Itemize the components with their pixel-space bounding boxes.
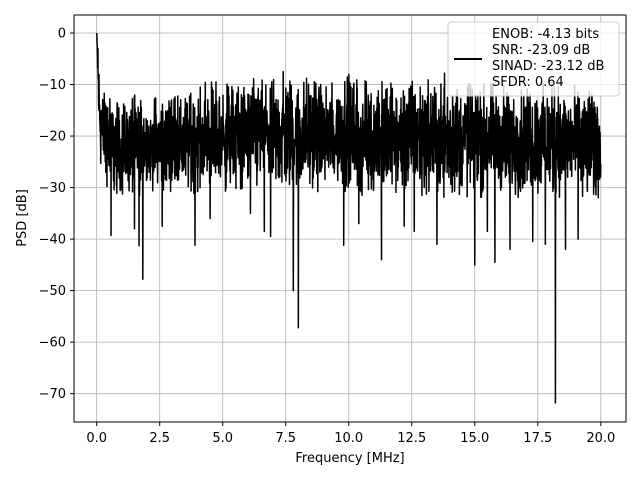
y-tick-label: −50 xyxy=(39,284,66,299)
x-tick-label: 10.0 xyxy=(334,431,363,446)
y-tick-label: −40 xyxy=(39,233,66,248)
legend-box xyxy=(447,21,620,97)
y-axis-label: PSD [dB] xyxy=(15,189,30,247)
legend-text-line: ENOB: -4.13 bits xyxy=(492,27,599,42)
legend-text-line: SNR: -23.09 dB xyxy=(492,43,590,58)
x-tick-label: 2.5 xyxy=(149,431,170,446)
x-tick-label: 12.5 xyxy=(397,431,426,446)
y-tick-label: −30 xyxy=(39,181,66,196)
x-tick-label: 20.0 xyxy=(586,431,615,446)
x-tick-label: 17.5 xyxy=(523,431,552,446)
plot-area xyxy=(95,32,602,404)
x-tick-label: 15.0 xyxy=(460,431,489,446)
y-axis-ticks: 0 −10 −20 −30 −40 −50 −60 −70 xyxy=(39,27,74,402)
x-axis-ticks: 0.0 2.5 5.0 7.5 10.0 12.5 15.0 17.5 20.0 xyxy=(86,422,615,446)
legend-text-line: SINAD: -23.12 dB xyxy=(492,59,604,74)
y-tick-label: −60 xyxy=(39,336,66,351)
x-axis-label: Frequency [MHz] xyxy=(295,451,404,466)
x-tick-label: 5.0 xyxy=(212,431,233,446)
y-tick-label: −20 xyxy=(39,130,66,145)
x-tick-label: 0.0 xyxy=(86,431,107,446)
psd-series-line xyxy=(95,32,602,404)
y-tick-label: −10 xyxy=(39,78,66,93)
legend-text-line: SFDR: 0.64 xyxy=(492,75,564,90)
x-tick-label: 7.5 xyxy=(275,431,296,446)
y-tick-label: 0 xyxy=(58,27,66,42)
series-group xyxy=(95,32,602,404)
plot-frame xyxy=(73,14,627,423)
y-tick-label: −70 xyxy=(39,387,66,402)
